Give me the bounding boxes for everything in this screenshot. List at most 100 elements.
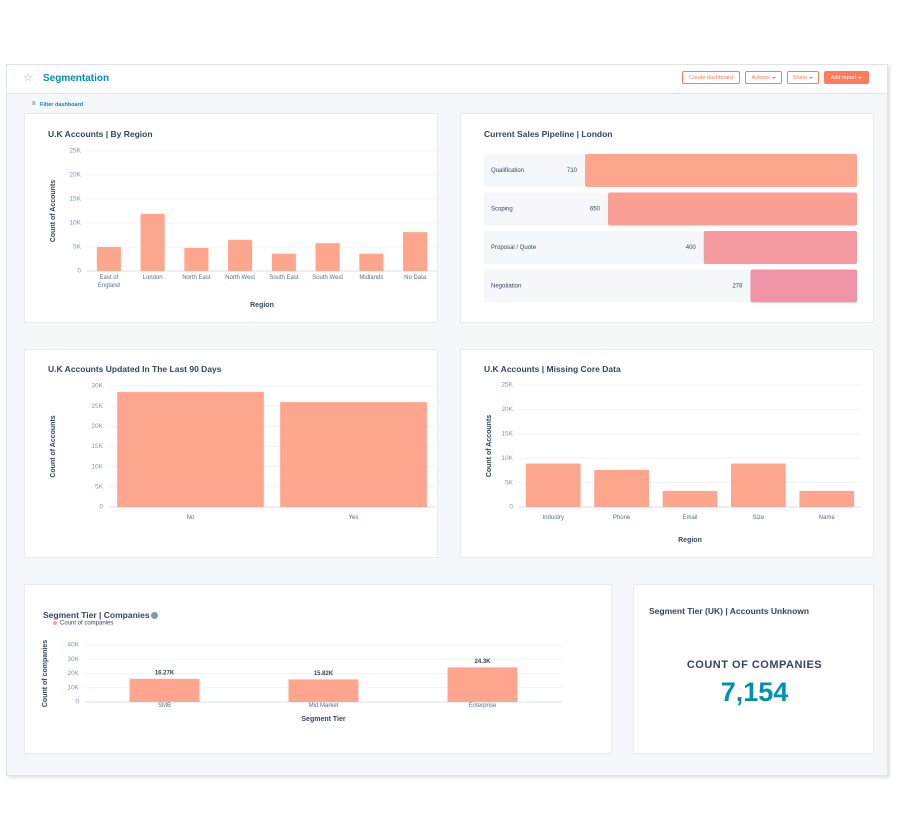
y-tick-label: 20K <box>67 670 79 677</box>
funnel-bar <box>703 231 857 264</box>
x-tick-label: North East <box>182 275 211 281</box>
funnel-value: 400 <box>686 245 697 251</box>
chart: 0 5K 10K 15K 20K 25K 30K Count of Accounts <box>50 383 435 511</box>
bar <box>359 253 384 271</box>
y-tick-label: 0 <box>99 504 103 511</box>
y-tick-label: 20K <box>69 172 81 179</box>
kpi-title: Segment Tier (UK) | Accounts Unknown <box>649 606 810 616</box>
y-tick-label: 20K <box>501 406 513 413</box>
x-tick-label: SMB <box>157 703 171 709</box>
chart-title: U.K Accounts Updated In The Last 90 Days <box>48 364 222 374</box>
header-bar: ☆ Segmentation Create dashboard Actions … <box>7 65 887 94</box>
chart-title-text: U.K Accounts | By Region <box>48 129 153 139</box>
y-tick-label: 15K <box>501 431 513 438</box>
funnel-bar <box>750 269 857 303</box>
favorite-star[interactable]: ☆ <box>23 72 33 84</box>
y-tick-label: 10K <box>91 463 103 470</box>
x-tick-label: South East <box>269 275 299 281</box>
kpi-value: 7,154 <box>720 677 789 707</box>
chart: 0 5K 10K 15K 20K 25K Count of Accounts Region <box>50 148 437 309</box>
kpi-label: COUNT OF COMPANIES <box>686 659 823 671</box>
y-tick-label: 10K <box>501 455 513 462</box>
y-tick-label: 15K <box>69 196 81 203</box>
x-tick-label: Phone <box>612 515 631 521</box>
x-tick-label: Size <box>752 515 765 521</box>
y-tick-label: 10K <box>67 684 79 691</box>
value-label: 16.27K <box>155 670 175 676</box>
x-tick-label: Email <box>682 515 698 521</box>
kpi-panel: Segment Tier (UK) | Accounts Unknown COU… <box>633 584 874 754</box>
bar <box>96 247 121 271</box>
funnel-label: Proposal / Quote <box>491 245 537 251</box>
x-tick-label: Name <box>818 515 835 521</box>
funnel-bar <box>585 154 857 187</box>
x-tick-label: Enterprise <box>468 703 497 709</box>
y-tick-label: 20K <box>91 423 103 430</box>
y-tick-label: 0 <box>509 504 513 511</box>
bar <box>799 490 855 507</box>
bar <box>447 667 518 702</box>
x-tick-label: Mid Market <box>308 703 339 709</box>
info-icon <box>150 612 158 620</box>
funnel-value: 650 <box>590 207 601 213</box>
chart-title: U.K Accounts | Missing Core Data <box>484 364 621 374</box>
x-tick-label: North West <box>225 275 256 281</box>
chart-title-text: Current Sales Pipeline | London <box>484 129 613 139</box>
value-label: 24.3K <box>474 659 491 665</box>
y-tick-label: 25K <box>501 382 513 389</box>
bar <box>184 247 209 271</box>
filter-dashboard[interactable]: Filter dashboard <box>40 102 84 108</box>
chart-title: Segment Tier | Companies <box>43 610 158 620</box>
actions-button[interactable]: Actions <box>745 71 782 84</box>
y-axis-label: Count of companies <box>42 640 49 707</box>
chart-title: U.K Accounts | By Region <box>48 129 153 139</box>
bar <box>525 463 581 507</box>
y-tick-label: 5K <box>95 484 104 491</box>
chart-title-text: U.K Accounts | Missing Core Data <box>484 364 621 374</box>
bar <box>280 402 427 507</box>
y-tick-label: 30K <box>67 656 79 663</box>
chart-panel: 0 5K 10K 15K 20K 25K Count of Accounts Region U.… <box>460 349 874 558</box>
funnel-value: 278 <box>732 284 743 290</box>
x-tick-label: Midlands <box>359 275 384 281</box>
funnel-label: Qualification <box>491 168 524 174</box>
legend-swatch <box>53 621 57 625</box>
chart-panel: 0 5K 10K 15K 20K 25K 30K Count of Accounts U.K A… <box>24 349 438 558</box>
bar <box>228 239 253 271</box>
x-axis-label: Segment Tier <box>301 716 345 723</box>
x-axis-label: Region <box>678 537 702 544</box>
bar <box>662 490 718 507</box>
y-tick-label: 25K <box>91 403 103 410</box>
create-dashboard-button[interactable]: Create dashboard <box>682 71 740 84</box>
funnel-bar <box>607 192 857 226</box>
chart-panel: 0 10K 20K 30K 40K 16.27K 15.82K 24.3K Count of c… <box>24 584 612 754</box>
y-axis-label: Count of Accounts <box>50 415 57 477</box>
y-tick-label: 30K <box>91 383 103 390</box>
chart: 0 10K 20K 30K 40K 16.27K 15.82K 24.3K Count of c… <box>42 621 562 723</box>
y-axis-label: Count of Accounts <box>486 415 493 477</box>
y-tick-label: 10K <box>69 220 81 227</box>
bar <box>140 213 165 271</box>
bar <box>117 392 264 507</box>
chart-panel: 710 Qualification 650 Scoping 400 Proposal / … <box>460 113 874 323</box>
funnel-label: Negotiation <box>491 284 521 290</box>
funnel-label: Scoping <box>491 207 513 213</box>
bar <box>271 253 296 271</box>
y-tick-label: 0 <box>77 268 81 275</box>
y-tick-label: 40K <box>67 642 79 649</box>
chart-title-text: U.K Accounts Updated In The Last 90 Days <box>48 364 222 374</box>
chart: 710 Qualification 650 Scoping 400 Proposal / … <box>484 154 857 303</box>
x-tick-label: No Data <box>404 275 427 281</box>
share-button[interactable]: Share <box>787 71 819 84</box>
value-label: 15.82K <box>314 671 334 677</box>
legend-label: Count of companies <box>60 621 113 627</box>
bar <box>288 679 359 702</box>
x-tick-label: Industry <box>542 515 564 521</box>
x-tick-label: London <box>142 275 163 281</box>
add-report-button[interactable]: Add report <box>824 71 869 84</box>
x-tick-label: Yes <box>348 515 359 521</box>
y-tick-label: 5K <box>73 244 82 251</box>
dashboard-title: Segmentation <box>43 73 110 84</box>
y-tick-label: 0 <box>75 699 79 706</box>
